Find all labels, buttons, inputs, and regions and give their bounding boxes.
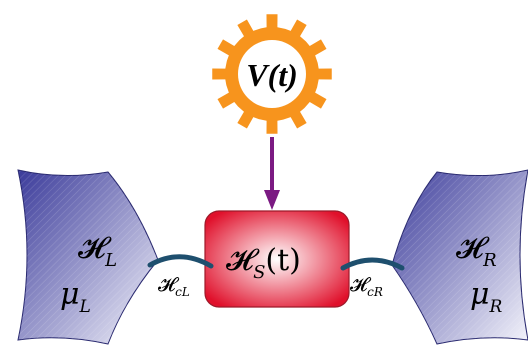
left-coupling-label: 𝓗cL — [158, 274, 190, 299]
gear-hub — [238, 40, 306, 108]
left-lead-chemical-potential: μL — [60, 277, 91, 317]
left-lead: 𝓗L μL — [17, 169, 159, 345]
drive-arrow — [264, 137, 280, 210]
system-hamiltonian: 𝓗S(t) — [226, 243, 301, 283]
right-coupling-label: 𝓗cR — [350, 274, 383, 299]
right-lead-hatch — [392, 170, 528, 344]
right-lead: 𝓗R μR — [391, 169, 528, 345]
drive-gear: V(t) — [212, 14, 332, 134]
right-lead-chemical-potential: μR — [470, 277, 503, 317]
central-system: 𝓗S(t) — [204, 210, 350, 308]
drive-label: V(t) — [246, 57, 298, 93]
left-coupling: 𝓗cL — [147, 254, 214, 299]
right-coupling: 𝓗cR — [340, 257, 405, 299]
left-lead-hatch — [18, 170, 158, 344]
arrow-head-icon — [264, 190, 280, 210]
system-box — [204, 210, 350, 308]
right-coupling-link — [340, 257, 405, 271]
left-coupling-link — [147, 254, 214, 269]
